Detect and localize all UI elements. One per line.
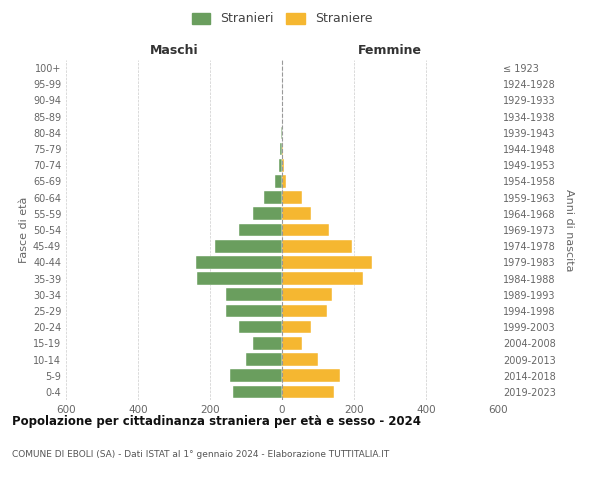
Bar	[279, 159, 282, 172]
Bar	[282, 142, 283, 156]
Bar	[239, 321, 282, 334]
Bar	[197, 272, 282, 285]
Bar	[282, 224, 329, 236]
Bar	[282, 321, 311, 334]
Bar	[253, 337, 282, 349]
Text: Popolazione per cittadinanza straniera per età e sesso - 2024: Popolazione per cittadinanza straniera p…	[12, 415, 421, 428]
Bar	[239, 224, 282, 236]
Bar	[282, 386, 334, 398]
Bar	[253, 208, 282, 220]
Bar	[282, 337, 302, 349]
Bar	[282, 208, 311, 220]
Bar	[230, 370, 282, 382]
Bar	[282, 256, 372, 268]
Bar	[226, 304, 282, 318]
Bar	[215, 240, 282, 252]
Bar	[282, 353, 318, 366]
Y-axis label: Anni di nascita: Anni di nascita	[564, 188, 574, 271]
Legend: Stranieri, Straniere: Stranieri, Straniere	[188, 8, 376, 29]
Bar	[226, 288, 282, 301]
Bar	[282, 240, 352, 252]
Bar	[282, 159, 284, 172]
Bar	[264, 192, 282, 204]
Bar	[281, 126, 282, 139]
Bar	[282, 370, 340, 382]
Bar	[275, 175, 282, 188]
Bar	[282, 288, 332, 301]
Bar	[282, 272, 363, 285]
Bar	[282, 175, 286, 188]
Bar	[282, 304, 327, 318]
Bar	[233, 386, 282, 398]
Text: COMUNE DI EBOLI (SA) - Dati ISTAT al 1° gennaio 2024 - Elaborazione TUTTITALIA.I: COMUNE DI EBOLI (SA) - Dati ISTAT al 1° …	[12, 450, 389, 459]
Bar	[196, 256, 282, 268]
Text: Femmine: Femmine	[358, 44, 422, 57]
Text: Maschi: Maschi	[149, 44, 199, 57]
Y-axis label: Fasce di età: Fasce di età	[19, 197, 29, 263]
Bar	[246, 353, 282, 366]
Bar	[280, 142, 282, 156]
Bar	[282, 192, 302, 204]
